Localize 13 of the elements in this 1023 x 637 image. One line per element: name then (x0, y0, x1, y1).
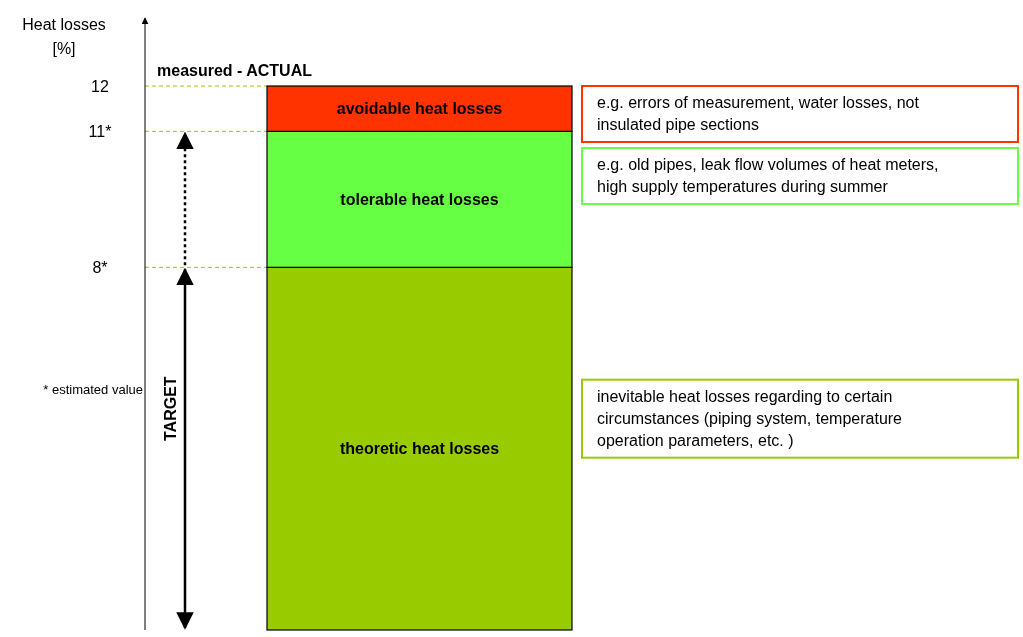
y-tick-label: 11* (88, 122, 112, 140)
series-label: avoidable heat losses (336, 100, 503, 118)
annotation: measured - ACTUAL (157, 62, 313, 79)
text: TARGET (162, 376, 179, 441)
series-label: tolerable heat losses (340, 190, 499, 208)
y-tick-label: 8* (92, 258, 108, 276)
text: e.g. errors of measurement, water losses, not insulated pipe sections (597, 94, 920, 133)
text: inevitable heat losses regarding to certain circumstances (piping system, temperature operation parameters, etc. ) (597, 387, 903, 449)
series-label: theoretic heat losses (339, 440, 500, 458)
y-axis-title: Heat losses [%] (22, 16, 106, 57)
text: e.g. old pipes, leak flow volumes of heat meters, high supply temperatures during summer (597, 156, 939, 195)
y-tick-label: 12 (91, 77, 109, 95)
text: * estimated value (43, 382, 143, 398)
